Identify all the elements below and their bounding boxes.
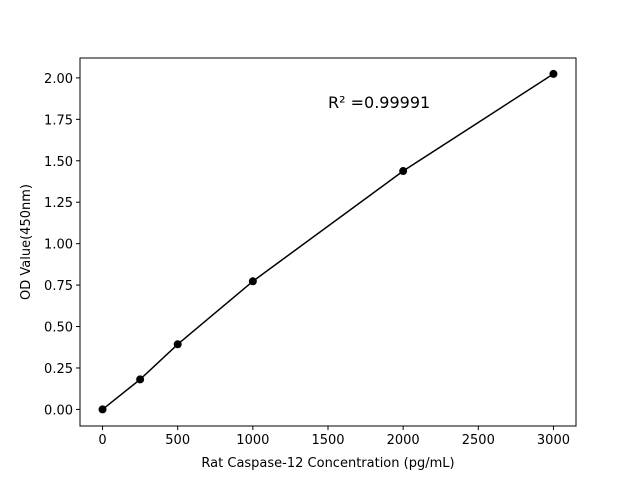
x-tick-label: 1000 xyxy=(236,433,269,448)
y-tick-label: 0.75 xyxy=(44,279,73,294)
data-point xyxy=(173,340,182,349)
x-tick-label: 500 xyxy=(165,433,190,448)
fit-line xyxy=(102,73,554,411)
data-point xyxy=(549,69,558,78)
data-point xyxy=(98,405,107,414)
x-tick-label: 3000 xyxy=(537,433,570,448)
x-tick-label: 2500 xyxy=(462,433,495,448)
y-tick-label: 0.50 xyxy=(44,321,73,336)
data-point xyxy=(399,167,408,176)
y-tick-label: 0.25 xyxy=(44,362,73,377)
y-axis-label: OD Value(450nm) xyxy=(19,184,34,300)
y-tick-label: 1.50 xyxy=(44,155,73,170)
annotation: R² =0.99991 xyxy=(328,93,430,112)
x-axis-label: Rat Caspase-12 Concentration (pg/mL) xyxy=(201,456,454,471)
data-point xyxy=(248,277,257,286)
data-point xyxy=(136,375,145,384)
x-tick-label: 2000 xyxy=(387,433,420,448)
y-tick-label: 2.00 xyxy=(44,72,73,87)
y-tick-label: 0.00 xyxy=(44,403,73,418)
plot-frame xyxy=(79,57,577,427)
x-tick-label: 1500 xyxy=(311,433,344,448)
y-tick-label: 1.25 xyxy=(44,196,73,211)
y-tick-label: 1.00 xyxy=(44,238,73,253)
x-tick-label: 0 xyxy=(98,433,106,448)
y-tick-label: 1.75 xyxy=(44,113,73,128)
